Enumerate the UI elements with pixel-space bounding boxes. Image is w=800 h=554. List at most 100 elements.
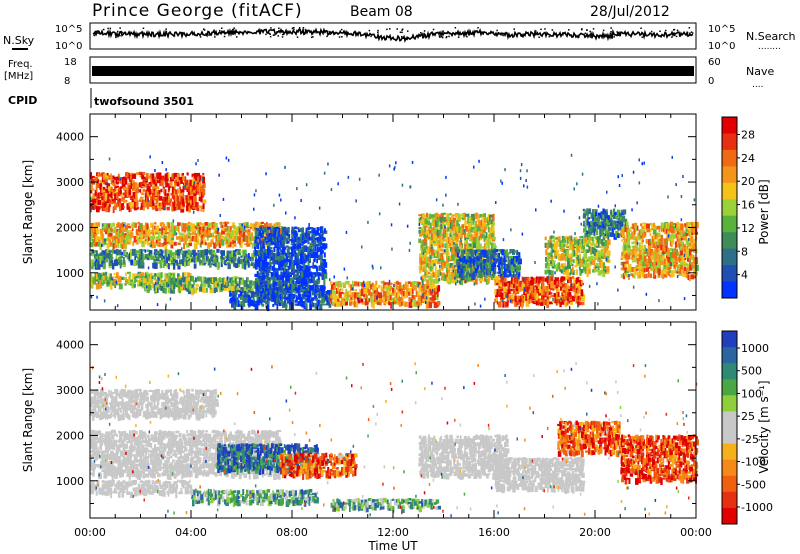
heatmap-cell: [494, 252, 498, 256]
heatmap-cell: [135, 260, 139, 266]
heatmap-cell: [175, 225, 178, 231]
heatmap-cell: [682, 274, 686, 277]
heatmap-cell: [649, 232, 652, 237]
heatmap-cell: [483, 250, 487, 257]
heatmap-cell: [278, 300, 282, 307]
heatmap-cell: [135, 200, 139, 206]
heatmap-cell: [175, 281, 178, 285]
heatmap-cell: [544, 269, 548, 275]
heatmap-cell: [483, 216, 486, 223]
heatmap-cell: [208, 242, 212, 247]
heatmap-cell: [132, 173, 137, 179]
heatmap-cell: [170, 222, 174, 226]
heatmap-cell: [262, 293, 266, 301]
heatmap-cell: [446, 271, 449, 277]
heatmap-cell: [182, 223, 186, 230]
heatmap-cell: [377, 284, 381, 289]
heatmap-cell: [678, 264, 681, 271]
heatmap-cell: [436, 259, 440, 263]
heatmap-cell: [607, 215, 611, 220]
heatmap-cell: [132, 206, 136, 210]
heatmap-cell: [682, 245, 687, 252]
heatmap-cell: [129, 229, 133, 235]
heatmap-cell: [91, 188, 95, 191]
heatmap-cell: [296, 248, 300, 251]
heatmap-cell: [266, 288, 270, 291]
heatmap-cell: [624, 251, 628, 259]
heatmap-cell: [312, 227, 316, 234]
heatmap-cell: [141, 226, 145, 232]
heatmap-cell: [456, 259, 460, 266]
heatmap-cell: [289, 239, 292, 242]
heatmap-cell: [433, 259, 436, 264]
nsearch-dot: [668, 34, 671, 37]
heatmap-cell: [435, 278, 439, 284]
heatmap-cell: [301, 277, 306, 284]
heatmap-cell: [493, 256, 496, 262]
heatmap-cell: [305, 303, 308, 311]
heatmap-cell: [90, 172, 92, 179]
heatmap-cell: [465, 242, 469, 247]
heatmap-cell: [294, 294, 298, 297]
heatmap-cell: [405, 281, 408, 286]
nsearch-dot: [232, 28, 234, 31]
nsearch-dot: [568, 29, 570, 31]
heatmap-cell: [126, 186, 130, 193]
heatmap-cell: [469, 261, 472, 268]
heatmap-cell: [274, 290, 278, 293]
nsearch-dot: [221, 27, 223, 29]
heatmap-cell: [348, 294, 352, 298]
heatmap-cell: [336, 287, 339, 294]
heatmap-cell: [345, 295, 347, 300]
heatmap-cell: [606, 209, 608, 212]
heatmap-cell: [151, 275, 154, 280]
heatmap-cell: [418, 217, 421, 223]
heatmap-cell: [658, 268, 661, 276]
heatmap-cell: [635, 236, 639, 240]
nsearch-dot: [659, 30, 661, 32]
heatmap-cell: [316, 243, 319, 247]
heatmap-cell: [118, 202, 123, 210]
heatmap-cell: [469, 258, 474, 264]
heatmap-cell: [623, 266, 626, 271]
heatmap-cell: [651, 255, 655, 261]
heatmap-cell: [584, 237, 587, 243]
heatmap-cell: [254, 300, 259, 304]
heatmap-cell: [587, 262, 589, 267]
heatmap-cell: [131, 180, 135, 184]
heatmap-cell: [258, 239, 261, 244]
heatmap-cell: [490, 219, 495, 224]
heatmap-cell: [411, 295, 415, 299]
heatmap-cell: [135, 186, 139, 194]
heatmap-cell: [108, 199, 112, 203]
heatmap-cell: [146, 256, 150, 261]
heatmap-cell: [460, 239, 463, 245]
heatmap-cell: [268, 265, 271, 270]
heatmap-cell: [322, 230, 324, 236]
heatmap-cell: [175, 192, 179, 197]
heatmap-cell: [240, 225, 243, 231]
heatmap-cell: [453, 265, 456, 271]
heatmap-cell: [279, 278, 284, 283]
heatmap-cell: [115, 249, 119, 255]
heatmap-cell: [323, 290, 326, 298]
heatmap-cell: [450, 214, 454, 220]
heatmap-cell: [257, 277, 262, 282]
heatmap-cell: [412, 287, 414, 295]
heatmap-cell: [466, 276, 469, 282]
heatmap-cell: [643, 268, 646, 273]
heatmap-cell: [382, 285, 386, 288]
heatmap-cell: [103, 178, 107, 183]
heatmap-cell: [465, 213, 468, 217]
heatmap-cell: [233, 260, 236, 267]
nsearch-dot: [454, 33, 456, 36]
heatmap-cell: [157, 272, 160, 276]
heatmap-cell: [593, 269, 598, 272]
heatmap-cell: [478, 235, 481, 241]
heatmap-cell: [247, 259, 250, 263]
heatmap-cell: [238, 263, 240, 268]
heatmap-cell: [434, 272, 438, 279]
heatmap-cell: [622, 261, 626, 269]
heatmap-cell: [489, 252, 492, 257]
heatmap-cell: [331, 300, 335, 307]
